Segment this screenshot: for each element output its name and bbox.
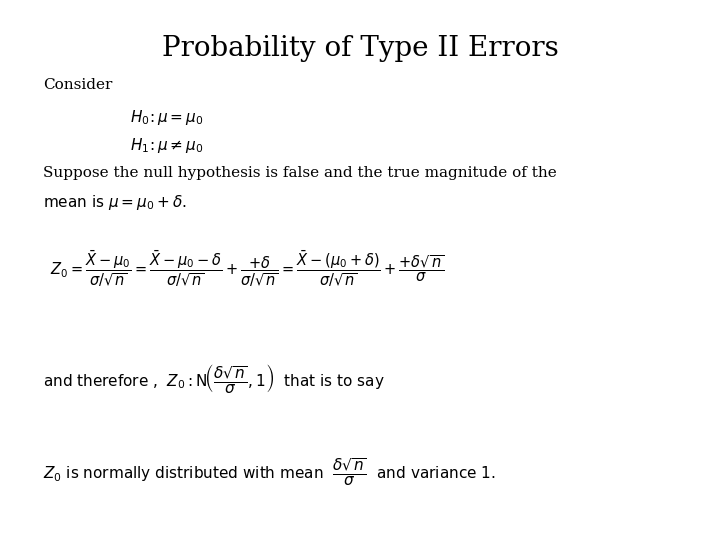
Text: $H_0\!: \mu = \mu_0$: $H_0\!: \mu = \mu_0$ (130, 108, 203, 127)
Text: $Z_0$ is normally distributed with mean  $\dfrac{\delta\sqrt{n}}{\sigma}$  and v: $Z_0$ is normally distributed with mean … (43, 456, 496, 488)
Text: Suppose the null hypothesis is false and the true magnitude of the: Suppose the null hypothesis is false and… (43, 166, 557, 180)
Text: $Z_0 = \dfrac{\bar{X}-\mu_0}{\sigma/\sqrt{n}} = \dfrac{\bar{X}-\mu_0-\delta}{\si: $Z_0 = \dfrac{\bar{X}-\mu_0}{\sigma/\sqr… (50, 248, 444, 289)
Text: $H_1\!: \mu \neq \mu_0$: $H_1\!: \mu \neq \mu_0$ (130, 136, 203, 155)
Text: Consider: Consider (43, 78, 112, 92)
Text: and therefore ,  $Z_0 :  \mathrm{N}\!\left(\dfrac{\delta\sqrt{n}}{\sigma}, 1\rig: and therefore , $Z_0 : \mathrm{N}\!\left… (43, 362, 385, 395)
Text: Probability of Type II Errors: Probability of Type II Errors (161, 35, 559, 62)
Text: mean is $\mu = \mu_0 + \delta$.: mean is $\mu = \mu_0 + \delta$. (43, 193, 187, 212)
